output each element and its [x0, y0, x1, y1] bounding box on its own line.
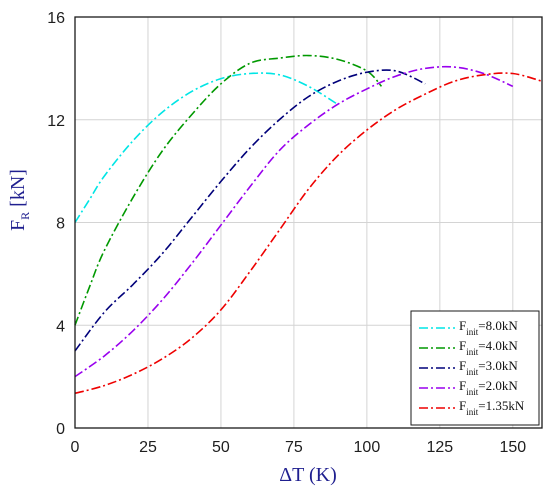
- legend-label-value: =4.0kN: [478, 338, 518, 353]
- tick-labels: 0 25 50 75 100 125 150 0 4 8 12 16: [47, 10, 526, 456]
- legend-label-main: F: [459, 338, 466, 353]
- y-tick-label: 8: [56, 216, 65, 233]
- legend-label-sub: init: [466, 367, 479, 377]
- x-tick-label: 150: [499, 439, 526, 456]
- legend-label-sub: init: [466, 387, 479, 397]
- y-axis-label-unit: [kN]: [7, 169, 29, 212]
- x-tick-label: 125: [426, 439, 453, 456]
- x-tick-label: 50: [212, 439, 230, 456]
- legend: Finit=8.0kNFinit=4.0kNFinit=3.0kNFinit=2…: [410, 310, 540, 426]
- y-axis-label: FR [kN]: [7, 169, 32, 231]
- legend-label: Finit=4.0kN: [459, 338, 518, 357]
- x-tick-label: 0: [71, 439, 80, 456]
- series-line-1.35kN: [74, 72, 543, 395]
- y-tick-label: 12: [47, 113, 65, 130]
- legend-label-value: =1.35kN: [478, 398, 525, 413]
- y-tick-label: 16: [47, 10, 65, 27]
- legend-label: Finit=1.35kN: [459, 398, 525, 417]
- x-tick-label: 25: [139, 439, 157, 456]
- legend-label-main: F: [459, 398, 466, 413]
- x-axis-label: ΔT (K): [279, 464, 336, 486]
- legend-label-main: F: [459, 318, 466, 333]
- legend-label-value: =2.0kN: [478, 378, 518, 393]
- series-line-2.0kN: [74, 65, 514, 378]
- series-line-4.0kN: [74, 54, 383, 326]
- legend-label: Finit=3.0kN: [459, 358, 518, 377]
- x-tick-label: 75: [285, 439, 303, 456]
- y-axis-label-sub: R: [18, 212, 32, 220]
- svg-text:FR [kN]: FR [kN]: [7, 169, 32, 231]
- y-tick-label: 4: [56, 318, 65, 335]
- x-tick-label: 100: [354, 439, 381, 456]
- legend-label-main: F: [459, 378, 466, 393]
- legend-label-sub: init: [466, 407, 479, 417]
- legend-label: Finit=2.0kN: [459, 378, 518, 397]
- legend-label-sub: init: [466, 347, 479, 357]
- series-line-3.0kN: [74, 69, 426, 352]
- series-line-8.0kN: [74, 72, 339, 223]
- y-tick-label: 0: [56, 421, 65, 438]
- series-group: [74, 54, 543, 395]
- y-axis-label-main: F: [7, 220, 29, 231]
- legend-label-sub: init: [466, 327, 479, 337]
- legend-label-value: =8.0kN: [478, 318, 518, 333]
- legend-label-value: =3.0kN: [478, 358, 518, 373]
- plot-frame: [74, 16, 543, 429]
- legend-label-main: F: [459, 358, 466, 373]
- legend-label: Finit=8.0kN: [459, 318, 518, 337]
